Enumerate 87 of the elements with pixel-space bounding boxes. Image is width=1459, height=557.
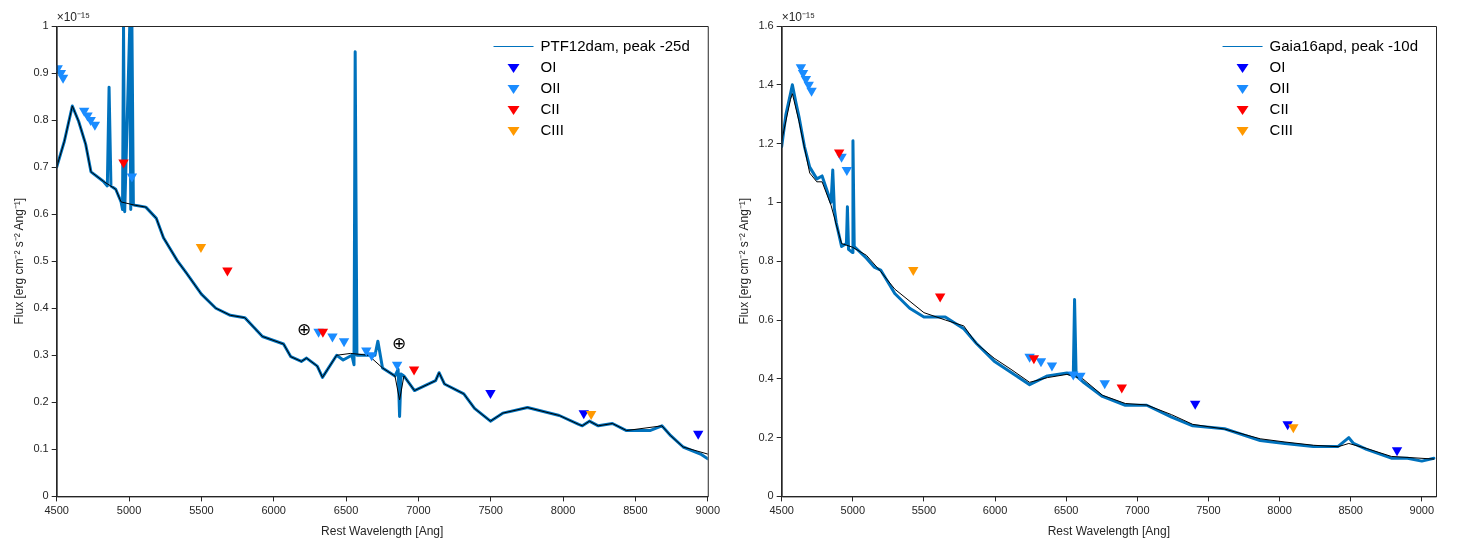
y-tick-label: 0.7 bbox=[33, 160, 49, 173]
x-tick-label: 7500 bbox=[478, 504, 503, 517]
y-tick-label: 0.1 bbox=[33, 442, 49, 455]
y-axis-title: Flux [erg cm⁻² s⁻² Ang⁻¹] bbox=[736, 197, 751, 325]
point bbox=[317, 328, 329, 338]
y-tick-label: 0.4 bbox=[758, 371, 774, 384]
point bbox=[1075, 372, 1086, 382]
x-tick-label: 9000 bbox=[1409, 504, 1435, 517]
x-tick-label: 4500 bbox=[44, 504, 69, 517]
point bbox=[85, 117, 96, 127]
x-tick-label: 6000 bbox=[982, 504, 1008, 517]
x-tick-label: 5000 bbox=[840, 504, 866, 517]
point bbox=[1288, 424, 1299, 434]
point bbox=[1391, 447, 1403, 457]
legend-label: PTF12dam, peak -25d bbox=[540, 36, 690, 54]
point bbox=[585, 411, 597, 421]
point bbox=[118, 159, 129, 169]
y-tick-label: 1 bbox=[767, 195, 774, 208]
x-tick-label: 8000 bbox=[550, 504, 576, 517]
x-tick-label: 7000 bbox=[1125, 504, 1150, 517]
y-tick-label: 0.2 bbox=[758, 430, 774, 443]
x-tick-label: 6000 bbox=[261, 504, 286, 517]
legend-label: OI bbox=[540, 57, 557, 75]
point bbox=[693, 430, 704, 440]
point bbox=[841, 167, 853, 177]
legend-label: Gaia16apd, peak -10d bbox=[1269, 36, 1419, 54]
point bbox=[1035, 358, 1047, 368]
y-tick-label: 0.4 bbox=[33, 301, 49, 314]
x-tick-label: 4500 bbox=[769, 504, 794, 517]
text: ×10⁻¹⁵ bbox=[56, 10, 91, 25]
x-tick-label: 7500 bbox=[1196, 504, 1221, 517]
point bbox=[195, 244, 207, 254]
y-tick-label: 0.5 bbox=[33, 254, 49, 267]
y-tick-label: 1.6 bbox=[758, 19, 774, 32]
legend-label: CIII bbox=[540, 120, 564, 138]
y-tick-label: 0.9 bbox=[33, 66, 49, 79]
point bbox=[408, 366, 420, 376]
point bbox=[1068, 371, 1079, 381]
point bbox=[222, 267, 233, 277]
x-tick-label: 6500 bbox=[333, 504, 359, 517]
point bbox=[934, 293, 946, 303]
x-tick-label: 8000 bbox=[1267, 504, 1292, 517]
point bbox=[1028, 355, 1040, 365]
y-tick-label: 0.6 bbox=[758, 313, 774, 326]
point bbox=[833, 149, 845, 159]
legend-label: CII bbox=[540, 99, 560, 117]
point bbox=[1099, 380, 1110, 390]
y-tick-label: 0.8 bbox=[33, 113, 49, 126]
y-tick-label: 1 bbox=[42, 19, 49, 32]
x-tick-label: 7000 bbox=[406, 504, 431, 517]
y-tick-label: 1.4 bbox=[758, 77, 774, 90]
legend-label: OII bbox=[540, 78, 561, 96]
x-tick-label: 8500 bbox=[1338, 504, 1363, 517]
legend-label: CII bbox=[1269, 99, 1289, 117]
x-tick-label: 5500 bbox=[189, 504, 214, 517]
point bbox=[338, 338, 350, 348]
point bbox=[366, 352, 377, 362]
x-tick-label: 6500 bbox=[1053, 504, 1079, 517]
point bbox=[578, 410, 589, 420]
x-axis-title: Rest Wavelength [Ang] bbox=[1047, 524, 1170, 539]
point bbox=[485, 389, 496, 399]
y-tick-label: 0.8 bbox=[758, 254, 774, 267]
x-tick-label: 8500 bbox=[623, 504, 648, 517]
point bbox=[57, 74, 69, 84]
annotation: ⊕ bbox=[296, 319, 311, 339]
y-tick-label: 0.3 bbox=[33, 348, 49, 361]
x-axis-title: Rest Wavelength [Ang] bbox=[321, 524, 444, 539]
y-tick-label: 0 bbox=[767, 489, 774, 502]
point bbox=[1046, 362, 1058, 372]
point bbox=[327, 333, 338, 343]
point bbox=[806, 87, 817, 97]
y-tick-label: 0.6 bbox=[33, 207, 49, 220]
legend-label: OI bbox=[1269, 57, 1286, 75]
point bbox=[391, 361, 403, 371]
x-tick-label: 9000 bbox=[695, 504, 721, 517]
point bbox=[1189, 400, 1201, 410]
y-tick-label: 0.2 bbox=[33, 395, 49, 408]
point bbox=[908, 267, 919, 277]
x-tick-label: 5500 bbox=[911, 504, 937, 517]
x-tick-label: 5000 bbox=[116, 504, 142, 517]
y-tick-label: 0 bbox=[42, 489, 49, 502]
legend-label: OII bbox=[1269, 78, 1290, 96]
text: ×10⁻¹⁵ bbox=[781, 10, 816, 25]
y-axis-title: Flux [erg cm⁻² s⁻² Ang⁻¹] bbox=[11, 197, 26, 325]
y-tick-label: 1.2 bbox=[758, 136, 774, 149]
annotation: ⊕ bbox=[392, 333, 407, 353]
legend-label: CIII bbox=[1269, 120, 1293, 138]
